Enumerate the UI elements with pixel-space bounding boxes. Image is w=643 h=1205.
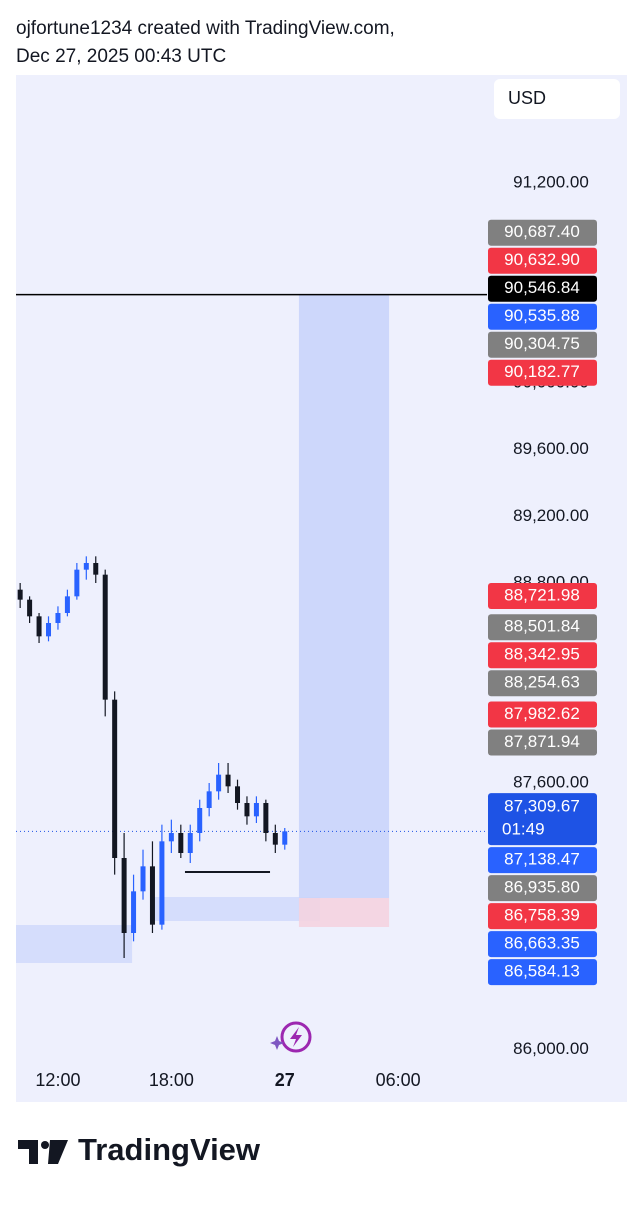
candle-body <box>112 699 118 858</box>
candle-body <box>121 858 127 933</box>
candle-body <box>244 803 250 817</box>
candle-body <box>55 613 61 623</box>
price-badge-label: 88,501.84 <box>504 617 580 636</box>
candle-body <box>27 599 33 617</box>
candle-body <box>272 833 278 845</box>
y-tick-label: 87,600.00 <box>513 772 589 791</box>
y-tick-label: 91,200.00 <box>513 172 589 191</box>
price-badge <box>488 331 597 358</box>
price-badge <box>488 614 597 641</box>
candle-body <box>178 833 184 853</box>
price-badge <box>488 875 597 902</box>
candle-body <box>206 791 212 808</box>
candle-body <box>149 866 155 925</box>
price-badge <box>488 959 597 986</box>
price-badge-label: 88,254.63 <box>504 673 580 692</box>
price-badge-label: 86,663.35 <box>504 934 580 953</box>
candle-body <box>17 589 23 600</box>
x-tick-label: 06:00 <box>376 1070 421 1090</box>
last-price-label: 87,309.67 <box>504 797 580 816</box>
candle-body <box>159 841 165 925</box>
candle-body <box>93 563 99 575</box>
candle-body <box>225 774 231 787</box>
candle-body <box>187 833 193 853</box>
currency-button[interactable] <box>494 79 620 119</box>
price-badge <box>488 303 597 330</box>
y-tick-label: 89,600.00 <box>513 439 589 458</box>
candle-body <box>46 623 52 637</box>
position-loss <box>298 898 390 927</box>
price-badge <box>488 359 597 386</box>
y-tick-label: 86,000.00 <box>513 1039 589 1058</box>
price-badge-label: 87,138.47 <box>504 850 580 869</box>
price-axis: 91,200.0090,400.0090,000.0089,600.0089,2… <box>488 172 597 1058</box>
zone <box>150 897 321 921</box>
price-badge <box>488 247 597 274</box>
price-badge-label: 90,535.88 <box>504 306 580 325</box>
candle-body <box>83 563 89 570</box>
candle-body <box>131 891 137 933</box>
price-badge <box>488 219 597 246</box>
price-badge <box>488 275 597 302</box>
plot <box>16 293 487 963</box>
price-badge <box>488 903 597 930</box>
price-badge <box>488 701 597 728</box>
price-badge-label: 90,632.90 <box>504 250 580 269</box>
zone <box>16 925 133 963</box>
price-badge-label: 86,935.80 <box>504 878 580 897</box>
price-badge-label: 87,982.62 <box>504 704 580 723</box>
price-badge-label: 90,546.84 <box>504 278 580 297</box>
lightning-icon <box>270 1021 312 1053</box>
candle-body <box>235 786 241 803</box>
price-badge-label: 88,721.98 <box>504 585 580 604</box>
candle-body <box>36 616 42 637</box>
price-badge-label: 90,687.40 <box>504 222 580 241</box>
price-badge <box>488 847 597 874</box>
brand: TradingView <box>78 1132 261 1167</box>
price-badge <box>488 729 597 756</box>
last-price-badge <box>488 793 597 846</box>
candle-body <box>197 808 203 833</box>
price-badge <box>488 670 597 697</box>
price-badge-label: 86,584.13 <box>504 962 580 981</box>
candle-body <box>74 569 80 597</box>
x-tick-label: 18:00 <box>149 1070 194 1090</box>
candle-body <box>282 831 288 845</box>
countdown: 01:49 <box>502 820 545 839</box>
y-tick-label: 89,200.00 <box>513 506 589 525</box>
candle-body <box>263 803 269 833</box>
currency: USD <box>508 88 546 108</box>
price-badge-label: 86,758.39 <box>504 906 580 925</box>
position-profit <box>298 294 390 899</box>
price-badge-label: 90,182.77 <box>504 362 580 381</box>
candle-body <box>140 866 146 892</box>
tradingview-logo <box>18 1140 68 1164</box>
candle-body <box>168 833 174 842</box>
price-badge <box>488 583 597 610</box>
candle-body <box>102 574 108 700</box>
price-badge-label: 88,342.95 <box>504 645 580 664</box>
price-badge-label: 90,304.75 <box>504 334 580 353</box>
candle-body <box>64 596 70 613</box>
candle-body <box>216 774 222 792</box>
header-line2: Dec 27, 2025 00:43 UTC <box>16 46 226 67</box>
candle-body <box>253 803 259 817</box>
price-badge <box>488 931 597 958</box>
x-tick-label: 12:00 <box>35 1070 80 1090</box>
header-line1: ojfortune1234 created with TradingView.c… <box>16 18 395 39</box>
price-badge <box>488 642 597 669</box>
x-tick-label: 27 <box>275 1070 295 1090</box>
price-badge-label: 87,871.94 <box>504 732 580 751</box>
